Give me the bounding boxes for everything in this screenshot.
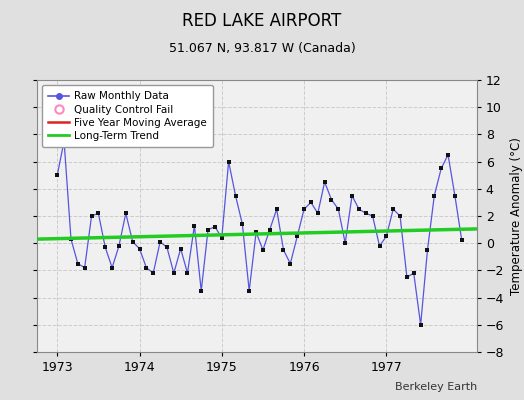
Legend: Raw Monthly Data, Quality Control Fail, Five Year Moving Average, Long-Term Tren: Raw Monthly Data, Quality Control Fail, … bbox=[42, 85, 213, 147]
Y-axis label: Temperature Anomaly (°C): Temperature Anomaly (°C) bbox=[510, 137, 523, 295]
Text: 51.067 N, 93.817 W (Canada): 51.067 N, 93.817 W (Canada) bbox=[169, 42, 355, 55]
Text: RED LAKE AIRPORT: RED LAKE AIRPORT bbox=[182, 12, 342, 30]
Text: Berkeley Earth: Berkeley Earth bbox=[395, 382, 477, 392]
